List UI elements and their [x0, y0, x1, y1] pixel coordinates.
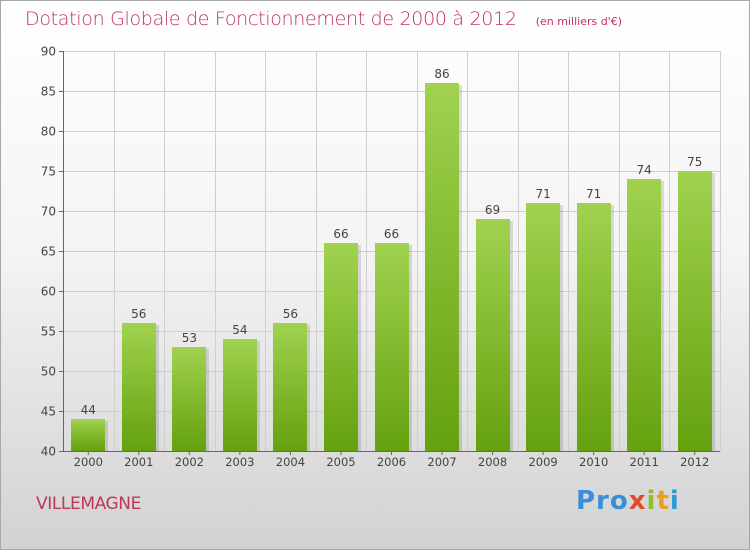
- x-tick-label: 2001: [124, 455, 153, 469]
- bar: [71, 419, 105, 451]
- y-tick-label: 90: [41, 45, 56, 59]
- x-tick-label: 2002: [175, 455, 204, 469]
- bar: [627, 179, 661, 451]
- proxiti-logo[interactable]: Proxiti: [576, 486, 680, 516]
- x-tick-label: 2009: [528, 455, 557, 469]
- bar: [273, 323, 307, 451]
- x-tick-label: 2008: [478, 455, 507, 469]
- logo-part: Pro: [576, 486, 629, 516]
- x-tick-label: 2010: [579, 455, 608, 469]
- x-tick-label: 2007: [427, 455, 456, 469]
- y-tick-label: 50: [41, 365, 56, 379]
- y-tick-label: 75: [41, 165, 56, 179]
- y-tick-label: 80: [41, 125, 56, 139]
- x-tick-label: 2005: [326, 455, 355, 469]
- data-label: 75: [687, 155, 702, 169]
- y-tick-label: 65: [41, 245, 56, 259]
- data-label: 86: [434, 67, 449, 81]
- y-tick-label: 60: [41, 285, 56, 299]
- y-tick-label: 45: [41, 405, 56, 419]
- data-label: 74: [637, 163, 652, 177]
- axis-layer: 40 45 50 55 60 65 70 75 80 85 90 2000 2001 2002 2003 20…: [41, 45, 720, 469]
- data-label: 66: [333, 227, 348, 241]
- data-label: 71: [535, 187, 550, 201]
- y-tick-label: 55: [41, 325, 56, 339]
- bar: [122, 323, 156, 451]
- bar: [425, 83, 459, 451]
- x-tick-label: 2011: [630, 455, 659, 469]
- x-tick-label: 2006: [377, 455, 406, 469]
- data-label: 44: [81, 403, 96, 417]
- data-label: 69: [485, 203, 500, 217]
- bar: [172, 347, 206, 451]
- place-name: VILLEMAGNE: [36, 494, 141, 514]
- data-label: 71: [586, 187, 601, 201]
- bar: [375, 243, 409, 451]
- bar: [577, 203, 611, 451]
- logo-part: i: [646, 486, 657, 516]
- bar: [223, 339, 257, 451]
- chart-title: Dotation Globale de Fonctionnement de 20…: [25, 8, 622, 30]
- data-label: 54: [232, 323, 247, 337]
- data-label: 56: [131, 307, 146, 321]
- x-tick-label: 2003: [225, 455, 254, 469]
- bar: [526, 203, 560, 451]
- data-label: 66: [384, 227, 399, 241]
- logo-part: i: [669, 486, 680, 516]
- data-label: 56: [283, 307, 298, 321]
- bar: [324, 243, 358, 451]
- bar: [476, 219, 510, 451]
- data-label: 53: [182, 331, 197, 345]
- y-tick-label: 70: [41, 205, 56, 219]
- y-tick-label: 85: [41, 85, 56, 99]
- x-tick-label: 2000: [74, 455, 103, 469]
- logo-part: x: [628, 486, 647, 516]
- bar: [678, 171, 712, 451]
- logo-part: t: [656, 486, 670, 516]
- x-tick-label: 2012: [680, 455, 709, 469]
- title-text: Dotation Globale de Fonctionnement de 20…: [25, 8, 517, 30]
- unit-label: (en milliers d'€): [535, 15, 623, 28]
- y-tick-label: 40: [41, 445, 56, 459]
- x-tick-label: 2004: [276, 455, 305, 469]
- bar-layer: 44 56 53 54 56 66 66 86 69 71 71 74 75: [71, 67, 715, 451]
